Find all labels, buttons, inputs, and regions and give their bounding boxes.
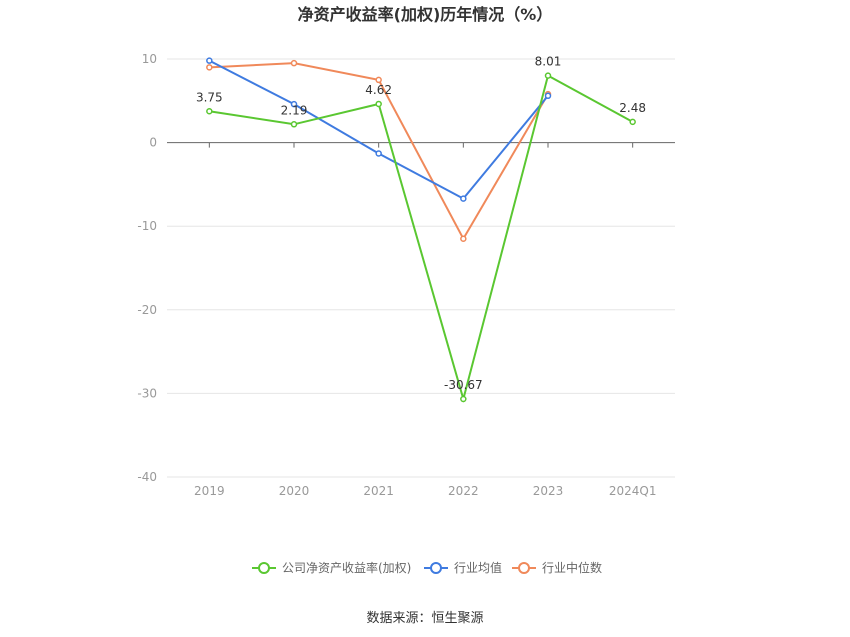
data-label: 2.48 bbox=[619, 101, 646, 115]
data-point bbox=[375, 100, 382, 108]
data-point bbox=[544, 72, 552, 79]
data-point bbox=[375, 150, 382, 157]
data-point bbox=[290, 121, 298, 128]
data-point bbox=[460, 395, 467, 403]
legend-marker bbox=[518, 562, 530, 574]
y-tick-label: -10 bbox=[137, 219, 157, 233]
legend-item-2[interactable]: 行业中位数 bbox=[512, 560, 602, 575]
data-label: -30.67 bbox=[444, 378, 483, 392]
data-label: 2.19 bbox=[281, 103, 308, 117]
y-tick-label: -30 bbox=[137, 386, 157, 400]
data-point bbox=[206, 108, 213, 115]
data-label: 8.01 bbox=[535, 55, 562, 69]
data-point bbox=[629, 118, 636, 126]
data-point bbox=[544, 92, 552, 100]
chart-title: 净资产收益率(加权)历年情况（%） bbox=[298, 5, 553, 24]
grid-lines bbox=[167, 58, 675, 478]
series-line-0 bbox=[209, 74, 634, 403]
legend-marker bbox=[430, 562, 442, 574]
x-tick-label: 2024Q1 bbox=[609, 484, 657, 498]
data-label: 3.75 bbox=[196, 90, 223, 104]
source-note: 数据来源：恒生聚源 bbox=[366, 611, 483, 626]
legend-item-0[interactable]: 公司净资产收益率(加权) bbox=[252, 560, 411, 575]
data-point bbox=[290, 59, 298, 67]
data-point bbox=[460, 195, 467, 202]
legend[interactable]: 公司净资产收益率(加权) 行业均值 行业中位数 bbox=[252, 560, 602, 575]
series-group bbox=[206, 57, 636, 403]
legend-label: 行业中位数 bbox=[542, 560, 602, 575]
y-tick-label: -40 bbox=[137, 470, 157, 484]
y-tick-label: 0 bbox=[149, 136, 157, 150]
y-tick-label: 10 bbox=[142, 52, 157, 66]
legend-label: 行业均值 bbox=[454, 560, 502, 575]
data-point bbox=[375, 76, 382, 84]
data-point bbox=[206, 64, 213, 71]
x-tick-label: 2019 bbox=[194, 484, 225, 498]
y-tick-label: -20 bbox=[137, 303, 157, 317]
x-tick-label: 2022 bbox=[448, 484, 479, 498]
x-tick-label: 2021 bbox=[363, 484, 394, 498]
data-point bbox=[290, 100, 298, 108]
data-label: 4.62 bbox=[365, 83, 392, 97]
data-point bbox=[460, 235, 467, 242]
x-tick-label: 2023 bbox=[533, 484, 564, 498]
legend-item-1[interactable]: 行业均值 bbox=[424, 560, 502, 575]
legend-marker bbox=[258, 562, 270, 574]
data-point bbox=[206, 57, 213, 64]
y-axis-ticks: 10 0 -10 -20 -30 -40 bbox=[137, 52, 157, 484]
legend-label: 公司净资产收益率(加权) bbox=[282, 560, 411, 575]
x-axis: 2019 2020 2021 2022 2023 2024Q1 bbox=[194, 142, 657, 498]
data-labels: 3.75 2.19 4.62 -30.67 8.01 2.48 bbox=[196, 55, 646, 392]
x-tick-label: 2020 bbox=[279, 484, 310, 498]
